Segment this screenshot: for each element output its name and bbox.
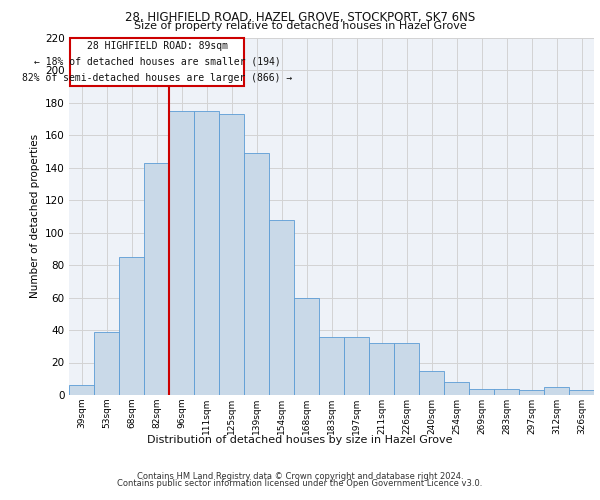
Bar (219, 114, 244, 395)
Text: Contains HM Land Registry data © Crown copyright and database right 2024.: Contains HM Land Registry data © Crown c… (137, 472, 463, 481)
Bar (344, 336, 369, 395)
Text: 28 HIGHFIELD ROAD: 89sqm: 28 HIGHFIELD ROAD: 89sqm (86, 40, 227, 50)
Text: 28, HIGHFIELD ROAD, HAZEL GROVE, STOCKPORT, SK7 6NS: 28, HIGHFIELD ROAD, HAZEL GROVE, STOCKPO… (125, 11, 475, 24)
Text: ← 18% of detached houses are smaller (194): ← 18% of detached houses are smaller (19… (34, 57, 281, 67)
Bar (194, 110, 219, 395)
Bar (269, 220, 294, 395)
Bar (94, 332, 119, 395)
Bar (469, 388, 494, 395)
Text: Contains public sector information licensed under the Open Government Licence v3: Contains public sector information licen… (118, 479, 482, 488)
Bar (244, 153, 269, 395)
Bar (519, 390, 544, 395)
Bar (494, 388, 519, 395)
Text: 82% of semi-detached houses are larger (866) →: 82% of semi-detached houses are larger (… (22, 73, 292, 83)
Bar (119, 257, 144, 395)
Bar (144, 162, 169, 395)
Text: Distribution of detached houses by size in Hazel Grove: Distribution of detached houses by size … (147, 435, 453, 445)
Bar (294, 298, 319, 395)
Bar (319, 336, 344, 395)
Bar (394, 343, 419, 395)
Bar (69, 385, 94, 395)
Bar (369, 343, 394, 395)
Bar (419, 370, 444, 395)
Bar (569, 390, 594, 395)
Text: Size of property relative to detached houses in Hazel Grove: Size of property relative to detached ho… (134, 21, 466, 31)
Bar (544, 387, 569, 395)
Bar (444, 382, 469, 395)
Bar (169, 110, 194, 395)
Y-axis label: Number of detached properties: Number of detached properties (29, 134, 40, 298)
FancyBboxPatch shape (70, 38, 244, 86)
